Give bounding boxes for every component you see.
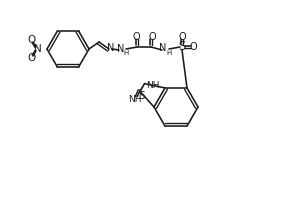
Text: N: N — [159, 43, 167, 53]
Text: O: O — [178, 32, 186, 42]
Text: N: N — [34, 44, 42, 54]
Text: H: H — [123, 50, 129, 56]
Text: H: H — [166, 50, 172, 56]
Text: O: O — [132, 32, 140, 42]
Text: O: O — [148, 32, 156, 42]
Text: O: O — [28, 35, 36, 45]
Text: O: O — [28, 53, 36, 63]
Text: NH: NH — [128, 95, 142, 104]
Text: NH: NH — [146, 81, 159, 90]
Text: O: O — [189, 42, 197, 52]
Text: S: S — [178, 40, 186, 54]
Text: S: S — [139, 92, 145, 101]
Text: N: N — [107, 43, 115, 53]
Text: N: N — [117, 44, 125, 54]
